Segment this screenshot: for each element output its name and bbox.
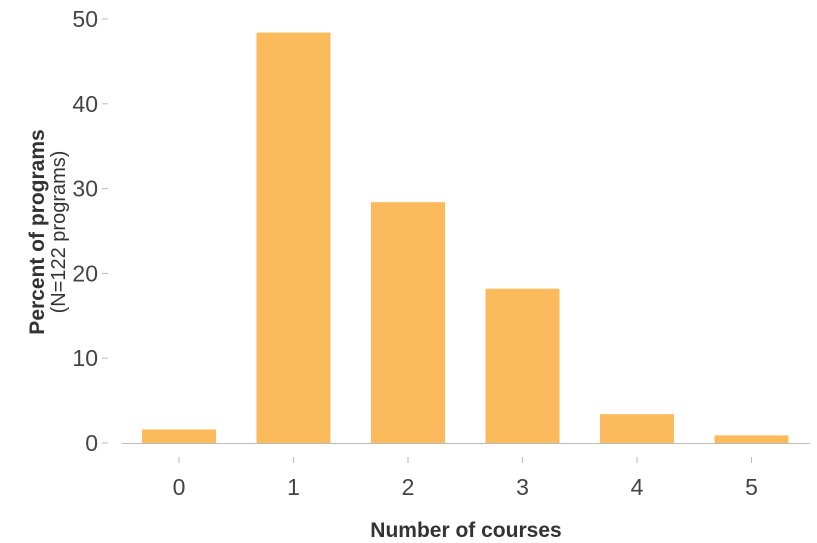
- bar-4: [600, 414, 674, 443]
- y-axis: 0 10 20 30 40 50: [72, 6, 108, 456]
- y-axis-label: Percent of programs: [26, 129, 49, 334]
- bar-1: [256, 32, 331, 444]
- x-axis: 0 1 2 3 4 5: [122, 443, 810, 500]
- bar-5: [714, 435, 789, 443]
- x-tick-label: 3: [516, 474, 529, 500]
- y-tick-label: 10: [72, 345, 98, 371]
- y-tick-label: 40: [72, 91, 98, 117]
- y-tick-label: 0: [85, 430, 98, 456]
- bars: [142, 32, 789, 444]
- x-tick-label: 0: [173, 474, 186, 500]
- x-tick-label: 1: [287, 474, 300, 500]
- x-axis-label: Number of courses: [370, 519, 561, 542]
- y-tick-label: 20: [72, 260, 98, 286]
- bar-2: [371, 202, 445, 443]
- x-tick-label: 4: [631, 474, 644, 500]
- y-axis-sublabel: (N=122 programs): [48, 151, 70, 314]
- y-tick-label: 50: [72, 6, 98, 32]
- bar-3: [485, 288, 560, 443]
- y-axis-label-group: Percent of programs (N=122 programs): [26, 129, 70, 334]
- x-tick-label: 2: [402, 474, 415, 500]
- bar-0: [142, 429, 216, 443]
- x-tick-label: 5: [745, 474, 758, 500]
- y-tick-label: 30: [72, 176, 98, 202]
